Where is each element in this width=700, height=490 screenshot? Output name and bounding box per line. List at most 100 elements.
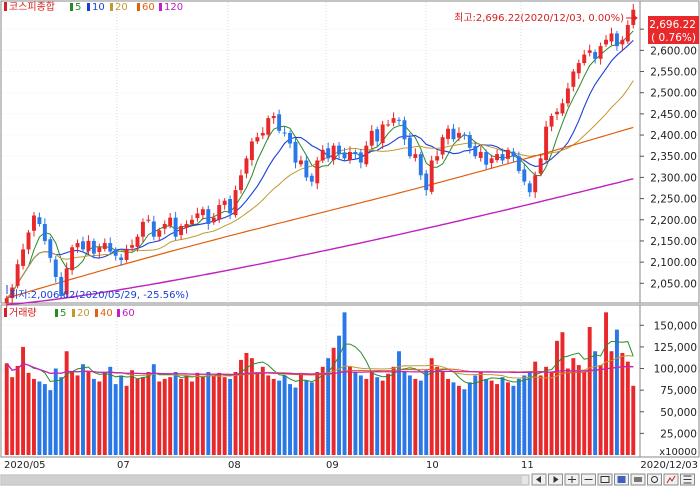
chart-toolbar [531, 473, 695, 486]
price-panel[interactable] [0, 0, 641, 304]
candle-body-101 [555, 111, 559, 115]
price-tick-label-5: 2,400.00 [650, 130, 697, 142]
volume-bar-114 [625, 361, 630, 455]
volume-bar-33 [184, 375, 189, 455]
ma20-line [6, 80, 634, 299]
legend-ma10-swatch [87, 3, 90, 11]
volume-bar-88 [484, 378, 489, 455]
candle-body-104 [571, 71, 576, 87]
volume-bar-21 [119, 375, 124, 455]
volume-bar-108 [593, 351, 598, 455]
volume-bar-55 [304, 380, 309, 455]
candle-body-109 [598, 46, 603, 59]
volume-bar-111 [609, 351, 614, 455]
high-annotation: 최고:2,696.22(2020/12/03, 0.00%) [454, 12, 624, 24]
print-icon[interactable] [630, 473, 646, 486]
save-icon[interactable] [614, 473, 629, 486]
right-arrow-icon[interactable] [548, 473, 563, 486]
price-tick-label-9: 2,200.00 [650, 215, 697, 227]
volume-bar-87 [478, 371, 483, 455]
candle-body-59 [326, 148, 331, 159]
candle-body-114 [625, 24, 630, 42]
candle-body-35 [195, 213, 200, 219]
candle-body-90 [495, 154, 500, 161]
volume-bar-7 [42, 384, 47, 455]
volume-bar-105 [576, 365, 581, 455]
candle-body-25 [140, 221, 145, 237]
candle-body-21 [119, 257, 124, 260]
volume-legend[interactable]: 거래량 5 20 40 60 [4, 307, 135, 319]
candle-body-9 [53, 259, 58, 277]
settings-icon[interactable] [647, 473, 662, 486]
candle-body-108 [593, 52, 598, 59]
candle-body-64 [353, 152, 358, 155]
volume-bar-4 [26, 372, 31, 455]
volume-tick-label-3: 75,000 [660, 385, 697, 397]
candle-body-57 [315, 160, 320, 184]
candle-body-74 [407, 137, 412, 157]
left-arrow-icon[interactable] [531, 473, 547, 486]
candle-body-22 [124, 249, 129, 260]
volume-bar-37 [206, 371, 211, 455]
zoom-in-icon[interactable] [564, 473, 580, 486]
candle-body-80 [440, 137, 445, 155]
price-legend[interactable]: 코스피종합 5 10 20 60 120 [4, 1, 183, 13]
volume-bar-82 [451, 382, 456, 455]
volume-bar-92 [506, 382, 510, 455]
ma120-line [6, 178, 634, 306]
candle-body-100 [549, 116, 554, 127]
ma10-line [6, 40, 634, 299]
volume-bar-91 [500, 377, 505, 455]
candle-body-34 [190, 219, 194, 224]
volume-bar-28 [157, 381, 162, 455]
volume-bar-23 [130, 370, 134, 455]
candle-body-99 [544, 126, 549, 161]
candle-body-47 [260, 132, 265, 136]
volume-bar-45 [249, 358, 254, 455]
candle-body-4 [26, 232, 31, 250]
price-tick-label-1: 2,600.00 [650, 45, 697, 57]
volume-bar-35 [195, 372, 200, 455]
fit-icon[interactable] [597, 473, 613, 486]
candle-body-15 [86, 240, 91, 252]
volume-bar-115 [631, 385, 636, 455]
legend-ma60-swatch [137, 3, 140, 11]
candle-body-69 [380, 124, 385, 144]
candle-body-8 [48, 239, 53, 258]
candle-body-1 [10, 287, 15, 299]
volume-bar-76 [418, 380, 423, 455]
volume-bar-49 [271, 378, 276, 455]
volume-bar-109 [598, 365, 603, 455]
chart-type-icon[interactable] [663, 473, 679, 486]
volume-tick-label-2: 100,000 [654, 364, 697, 376]
x-axis: 2020/05 07 08 09 10 11 2020/12/03 [4, 460, 698, 471]
candle-body-97 [533, 175, 538, 193]
legend-ma20: 20 [115, 2, 128, 13]
volume-bar-107 [587, 327, 592, 455]
volume-bar-32 [179, 378, 184, 455]
settings-icon-glyph [651, 476, 658, 483]
price-tick-label-4: 2,450.00 [650, 109, 697, 121]
candle-body-49 [271, 116, 276, 119]
layout-icon[interactable] [680, 473, 695, 486]
volume-bar-47 [260, 366, 265, 455]
candle-body-67 [369, 130, 374, 146]
legend-ma10: 10 [92, 2, 105, 13]
candle-body-111 [609, 33, 614, 42]
price-tick-label-10: 2,150.00 [650, 236, 697, 248]
volume-bar-51 [282, 375, 287, 455]
candle-body-17 [97, 247, 102, 252]
scrollbar-thumb[interactable] [2, 476, 522, 484]
candle-body-96 [527, 183, 532, 193]
candle-body-70 [386, 124, 391, 126]
candle-body-94 [516, 156, 521, 172]
legend-vma20-swatch [72, 309, 75, 317]
candle-body-36 [200, 209, 205, 216]
zoom-out-icon[interactable] [581, 473, 596, 486]
candle-body-72 [397, 119, 401, 121]
candle-body-11 [64, 268, 69, 295]
candle-body-82 [451, 128, 456, 140]
volume-bar-86 [473, 375, 478, 455]
